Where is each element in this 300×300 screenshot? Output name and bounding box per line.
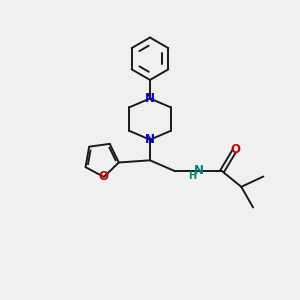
- Text: N: N: [145, 133, 155, 146]
- Text: O: O: [230, 143, 240, 157]
- Text: O: O: [98, 170, 108, 183]
- Text: H: H: [188, 172, 196, 182]
- Text: N: N: [145, 92, 155, 105]
- Text: N: N: [194, 164, 204, 177]
